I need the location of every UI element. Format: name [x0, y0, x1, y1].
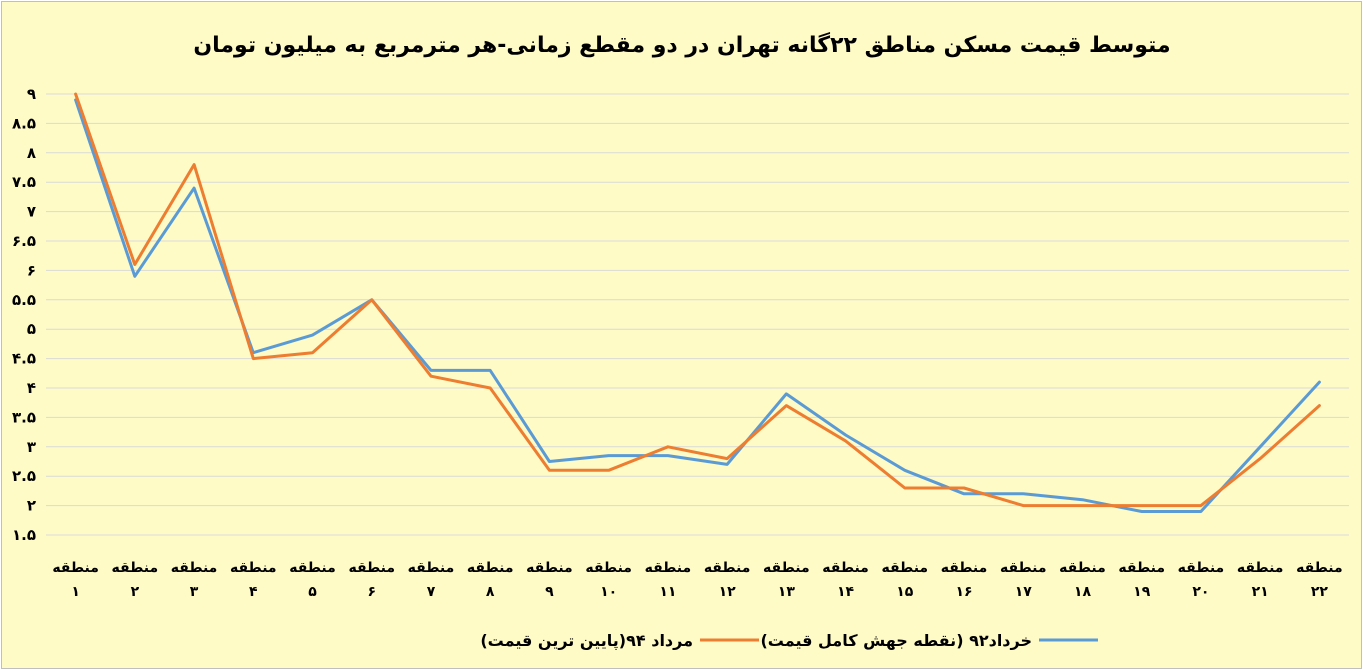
x-tick-number: ۳: [190, 584, 199, 600]
y-tick-label: ۲.۵: [12, 467, 36, 485]
x-tick-label: منطقه: [585, 560, 632, 576]
x-tick-number: ۱۸: [1074, 584, 1092, 600]
x-tick-label: منطقه: [52, 560, 99, 576]
series-line-1: [74, 98, 1321, 513]
y-tick-label: ۶.۵: [12, 232, 36, 250]
chart-title: متوسط قیمت مسکن مناطق ۲۲گانه تهران در دو…: [193, 31, 1170, 58]
x-tick-label: منطقه: [1118, 560, 1165, 576]
y-tick-label: ۹: [27, 85, 36, 103]
y-tick-label: ۸: [27, 144, 36, 162]
x-tick-number: ۲۰: [1192, 584, 1209, 600]
x-tick-number: ۸: [486, 584, 495, 600]
x-tick-number: ۹: [545, 584, 554, 600]
x-tick-label: منطقه: [1059, 560, 1106, 576]
x-tick-number: ۱۷: [1015, 584, 1033, 600]
x-tick-label: منطقه: [289, 560, 336, 576]
x-tick-number: ۱: [71, 584, 80, 600]
y-tick-label: ۱.۵: [12, 526, 36, 544]
x-tick-number: ۱۵: [896, 584, 914, 600]
x-tick-label: منطقه: [230, 560, 277, 576]
x-tick-number: ۲۱: [1252, 584, 1269, 600]
gridlines: [46, 93, 1349, 536]
x-tick-label: منطقه: [763, 560, 810, 576]
x-tick-label: منطقه: [171, 560, 218, 576]
legend-label: مرداد ۹۴(پایین ترین قیمت): [480, 631, 693, 651]
x-tick-number: ۵: [308, 584, 317, 600]
x-tick-number: ۶: [367, 584, 376, 600]
y-tick-label: ۶: [27, 261, 36, 279]
x-tick-label: منطقه: [348, 560, 395, 576]
x-tick-number: ۲۲: [1311, 584, 1329, 600]
x-tick-number: ۱۲: [719, 584, 737, 600]
x-tick-label: منطقه: [1296, 560, 1343, 576]
y-tick-label: ۵.۵: [12, 291, 36, 309]
x-tick-label: منطقه: [704, 560, 751, 576]
x-tick-number: ۲: [131, 584, 140, 600]
x-tick-number: ۴: [249, 584, 258, 600]
y-tick-label: ۴: [27, 379, 36, 397]
y-tick-label: ۵: [27, 320, 36, 338]
y-tick-label: ۳: [27, 438, 36, 456]
series-line-2: [74, 92, 1321, 508]
x-tick-label: منطقه: [1178, 560, 1225, 576]
x-axis-ticks: منطقه ۱ منطقه ۲ منطقه ۳ منطقه ۴ منطقه ۵ منطقه ۶ منطق…: [52, 560, 1342, 600]
legend-label: خرداد۹۲ (نقطه جهش کامل قیمت): [760, 631, 1032, 650]
y-tick-label: ۳.۵: [12, 408, 36, 426]
y-tick-label: ۲: [27, 497, 36, 515]
x-tick-number: ۱۶: [955, 584, 972, 600]
x-tick-label: منطقه: [1237, 560, 1284, 576]
legend: خرداد۹۲ (نقطه جهش کامل قیمت) مرداد ۹۴(پای…: [480, 631, 1098, 651]
y-tick-label: ۷: [27, 203, 36, 221]
x-tick-label: منطقه: [467, 560, 514, 576]
x-tick-label: منطقه: [1000, 560, 1047, 576]
x-tick-label: منطقه: [112, 560, 159, 576]
x-tick-number: ۱۳: [778, 584, 796, 600]
x-tick-number: ۱۴: [837, 584, 855, 600]
y-tick-label: ۷.۵: [12, 173, 36, 191]
y-tick-label: ۴.۵: [12, 350, 36, 368]
x-tick-label: منطقه: [881, 560, 928, 576]
x-tick-label: منطقه: [822, 560, 869, 576]
y-axis-ticks: ۱.۵ ۲ ۲.۵ ۳ ۳.۵ ۴ ۴.۵ ۵ ۵.۵ ۶ ۶.۵ ۷ ۷.۵ ۸ ۸.۵ ۹: [12, 85, 36, 544]
x-tick-label: منطقه: [645, 560, 692, 576]
x-tick-label: منطقه: [408, 560, 455, 576]
series-lines: [74, 92, 1321, 513]
x-tick-number: ۱۰: [600, 584, 617, 600]
x-tick-label: منطقه: [526, 560, 573, 576]
x-tick-number: ۱۱: [659, 584, 676, 600]
y-tick-label: ۸.۵: [12, 114, 36, 132]
x-tick-number: ۱۹: [1133, 584, 1151, 600]
x-tick-number: ۷: [427, 584, 436, 600]
x-tick-label: منطقه: [941, 560, 988, 576]
